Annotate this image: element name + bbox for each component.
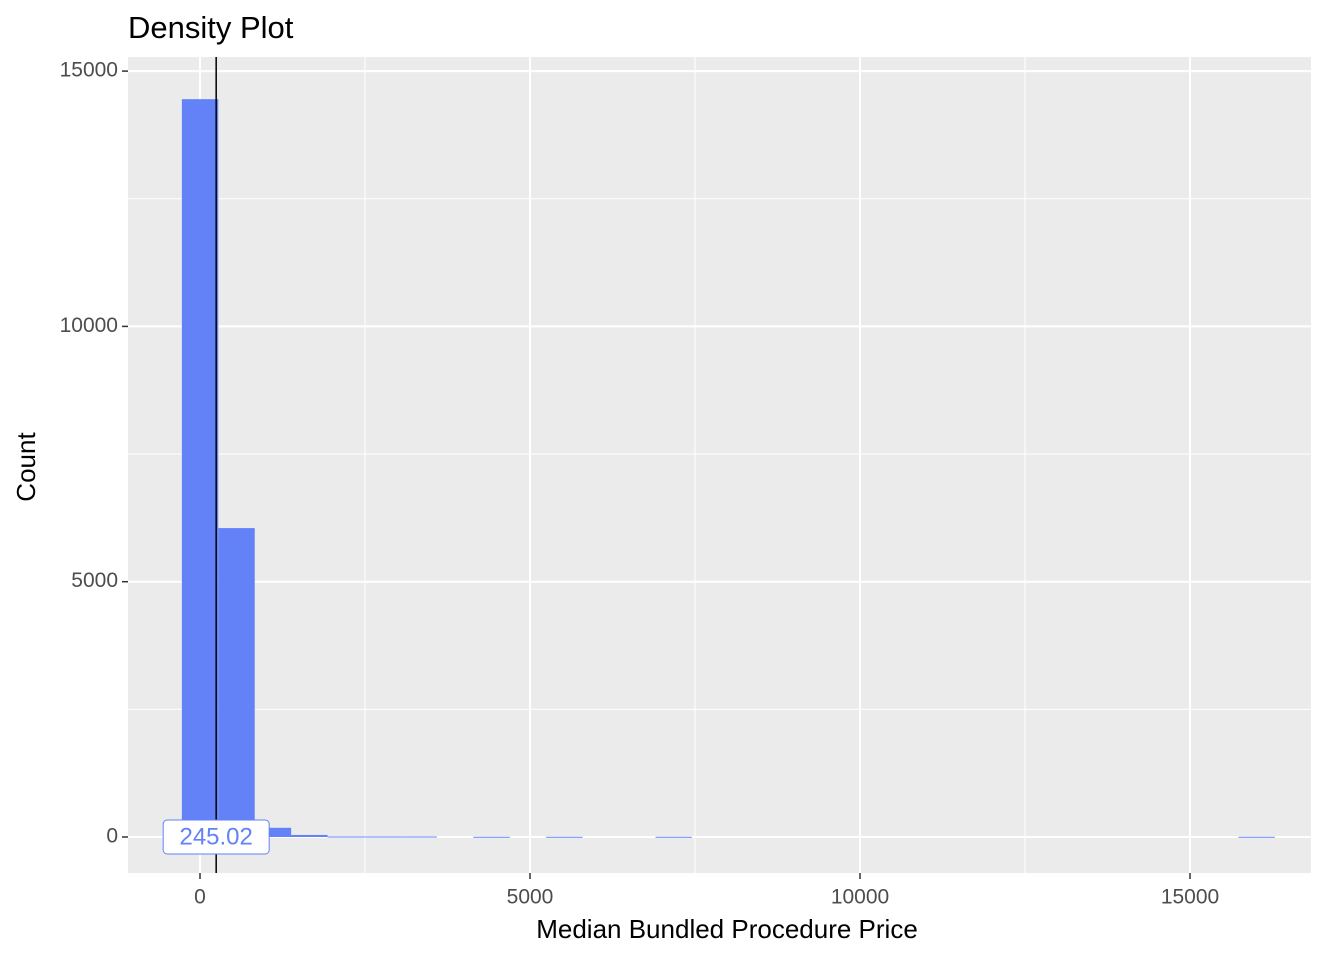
bar [181,99,219,838]
annotation-box [162,819,270,855]
y-axis-label: Count [11,432,41,502]
bar [291,834,328,838]
bar [218,528,255,838]
y-tick-label: 0 [106,825,118,848]
bar [254,827,292,838]
annotation-label: 245.02 [179,823,252,850]
bar [473,836,510,838]
bar [327,836,365,838]
bar [655,836,692,838]
bar [1238,836,1275,838]
x-tick-label: 10000 [831,886,889,909]
bar [364,836,401,838]
x-tick-label: 5000 [507,886,554,909]
x-tick-label: 15000 [1161,886,1219,909]
y-tick-label: 10000 [60,314,118,337]
bar [546,836,583,838]
chart-title: Density Plot [128,10,294,45]
x-tick-label: 0 [194,886,206,909]
plot-panel [128,57,1311,873]
bar [400,836,437,838]
y-tick-label: 5000 [71,569,118,592]
y-tick-label: 15000 [60,59,118,82]
x-axis-label: Median Bundled Procedure Price [536,914,918,944]
